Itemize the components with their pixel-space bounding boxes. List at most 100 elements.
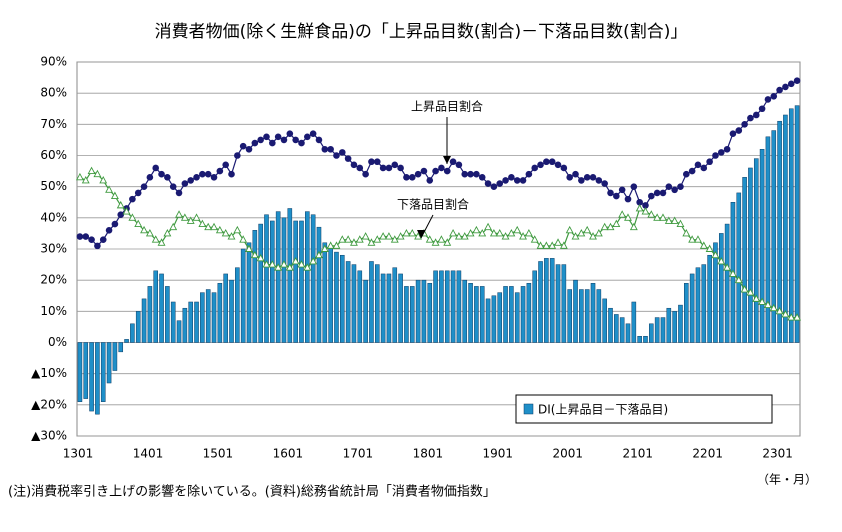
marker	[87, 166, 96, 175]
marker	[682, 228, 691, 237]
marker	[362, 170, 369, 178]
marker	[397, 164, 404, 172]
marker	[344, 235, 353, 243]
bar	[124, 339, 129, 343]
marker	[280, 136, 288, 144]
marker	[647, 210, 656, 218]
marker	[659, 189, 667, 197]
bar	[485, 298, 491, 343]
marker	[367, 238, 376, 246]
bar	[223, 273, 228, 343]
bar	[170, 301, 176, 343]
marker	[425, 235, 434, 243]
marker	[105, 185, 114, 193]
bar	[118, 342, 124, 353]
marker	[169, 222, 178, 231]
marker	[449, 158, 457, 166]
marker	[694, 235, 702, 243]
bar	[83, 342, 89, 399]
marker	[140, 225, 149, 234]
bar	[549, 258, 555, 343]
marker	[688, 167, 696, 175]
marker	[204, 222, 213, 231]
marker	[578, 177, 585, 184]
marker	[641, 207, 650, 215]
marker	[99, 236, 107, 243]
marker	[321, 145, 329, 153]
marker	[368, 158, 375, 166]
bar	[532, 270, 537, 343]
marker	[496, 180, 504, 187]
y-tick-label: 20%	[40, 273, 67, 287]
marker	[75, 172, 84, 181]
marker	[536, 241, 545, 249]
marker	[554, 161, 562, 169]
marker	[274, 263, 283, 271]
legend-label: DI(上昇品目－下落品目)	[538, 403, 668, 417]
bar	[526, 283, 532, 343]
bar	[205, 289, 211, 343]
marker	[763, 300, 772, 309]
bar	[316, 226, 322, 343]
bar	[281, 217, 287, 343]
marker	[699, 241, 708, 249]
marker	[624, 213, 632, 221]
marker	[198, 219, 207, 228]
marker	[327, 145, 334, 153]
bar	[654, 317, 660, 343]
bar	[229, 279, 234, 343]
marker	[152, 164, 160, 172]
bar	[211, 292, 217, 343]
marker	[740, 285, 749, 293]
marker	[210, 222, 218, 231]
bar	[363, 279, 368, 343]
y-tick-label: ▲10%	[31, 366, 67, 380]
marker	[373, 235, 382, 243]
marker	[729, 130, 737, 137]
marker	[286, 130, 294, 137]
y-tick-label: ▲30%	[31, 429, 67, 443]
marker	[361, 232, 370, 240]
marker	[192, 213, 201, 221]
marker	[600, 222, 609, 231]
bar	[357, 270, 363, 343]
bar	[753, 158, 759, 343]
marker	[524, 228, 533, 237]
bar	[398, 273, 403, 343]
bar	[322, 242, 328, 343]
marker	[758, 297, 767, 305]
marker	[134, 219, 143, 228]
marker	[455, 161, 463, 169]
marker	[402, 228, 411, 237]
bar	[561, 264, 567, 343]
marker	[350, 161, 358, 169]
bar	[748, 167, 753, 343]
annotation-arrow	[420, 214, 434, 239]
marker	[629, 222, 638, 231]
marker	[613, 192, 620, 200]
marker	[769, 303, 778, 312]
bar	[351, 264, 357, 343]
marker	[315, 136, 323, 144]
bar	[433, 270, 438, 343]
marker	[776, 86, 783, 94]
bar	[660, 317, 666, 343]
x-tick-label: 1701	[343, 447, 374, 461]
marker	[764, 96, 772, 103]
bar	[707, 254, 712, 343]
bar	[182, 307, 188, 343]
marker	[566, 174, 573, 181]
marker	[233, 225, 242, 234]
bar	[573, 279, 578, 343]
marker	[338, 235, 347, 243]
y-tick-label: 10%	[40, 304, 67, 318]
marker	[700, 164, 708, 172]
bar	[153, 270, 159, 343]
marker	[88, 236, 95, 243]
marker	[478, 228, 487, 237]
x-tick-label: 1901	[483, 447, 514, 461]
marker	[664, 216, 673, 224]
legend-swatch	[523, 403, 534, 415]
marker	[676, 219, 685, 228]
marker	[653, 189, 661, 197]
